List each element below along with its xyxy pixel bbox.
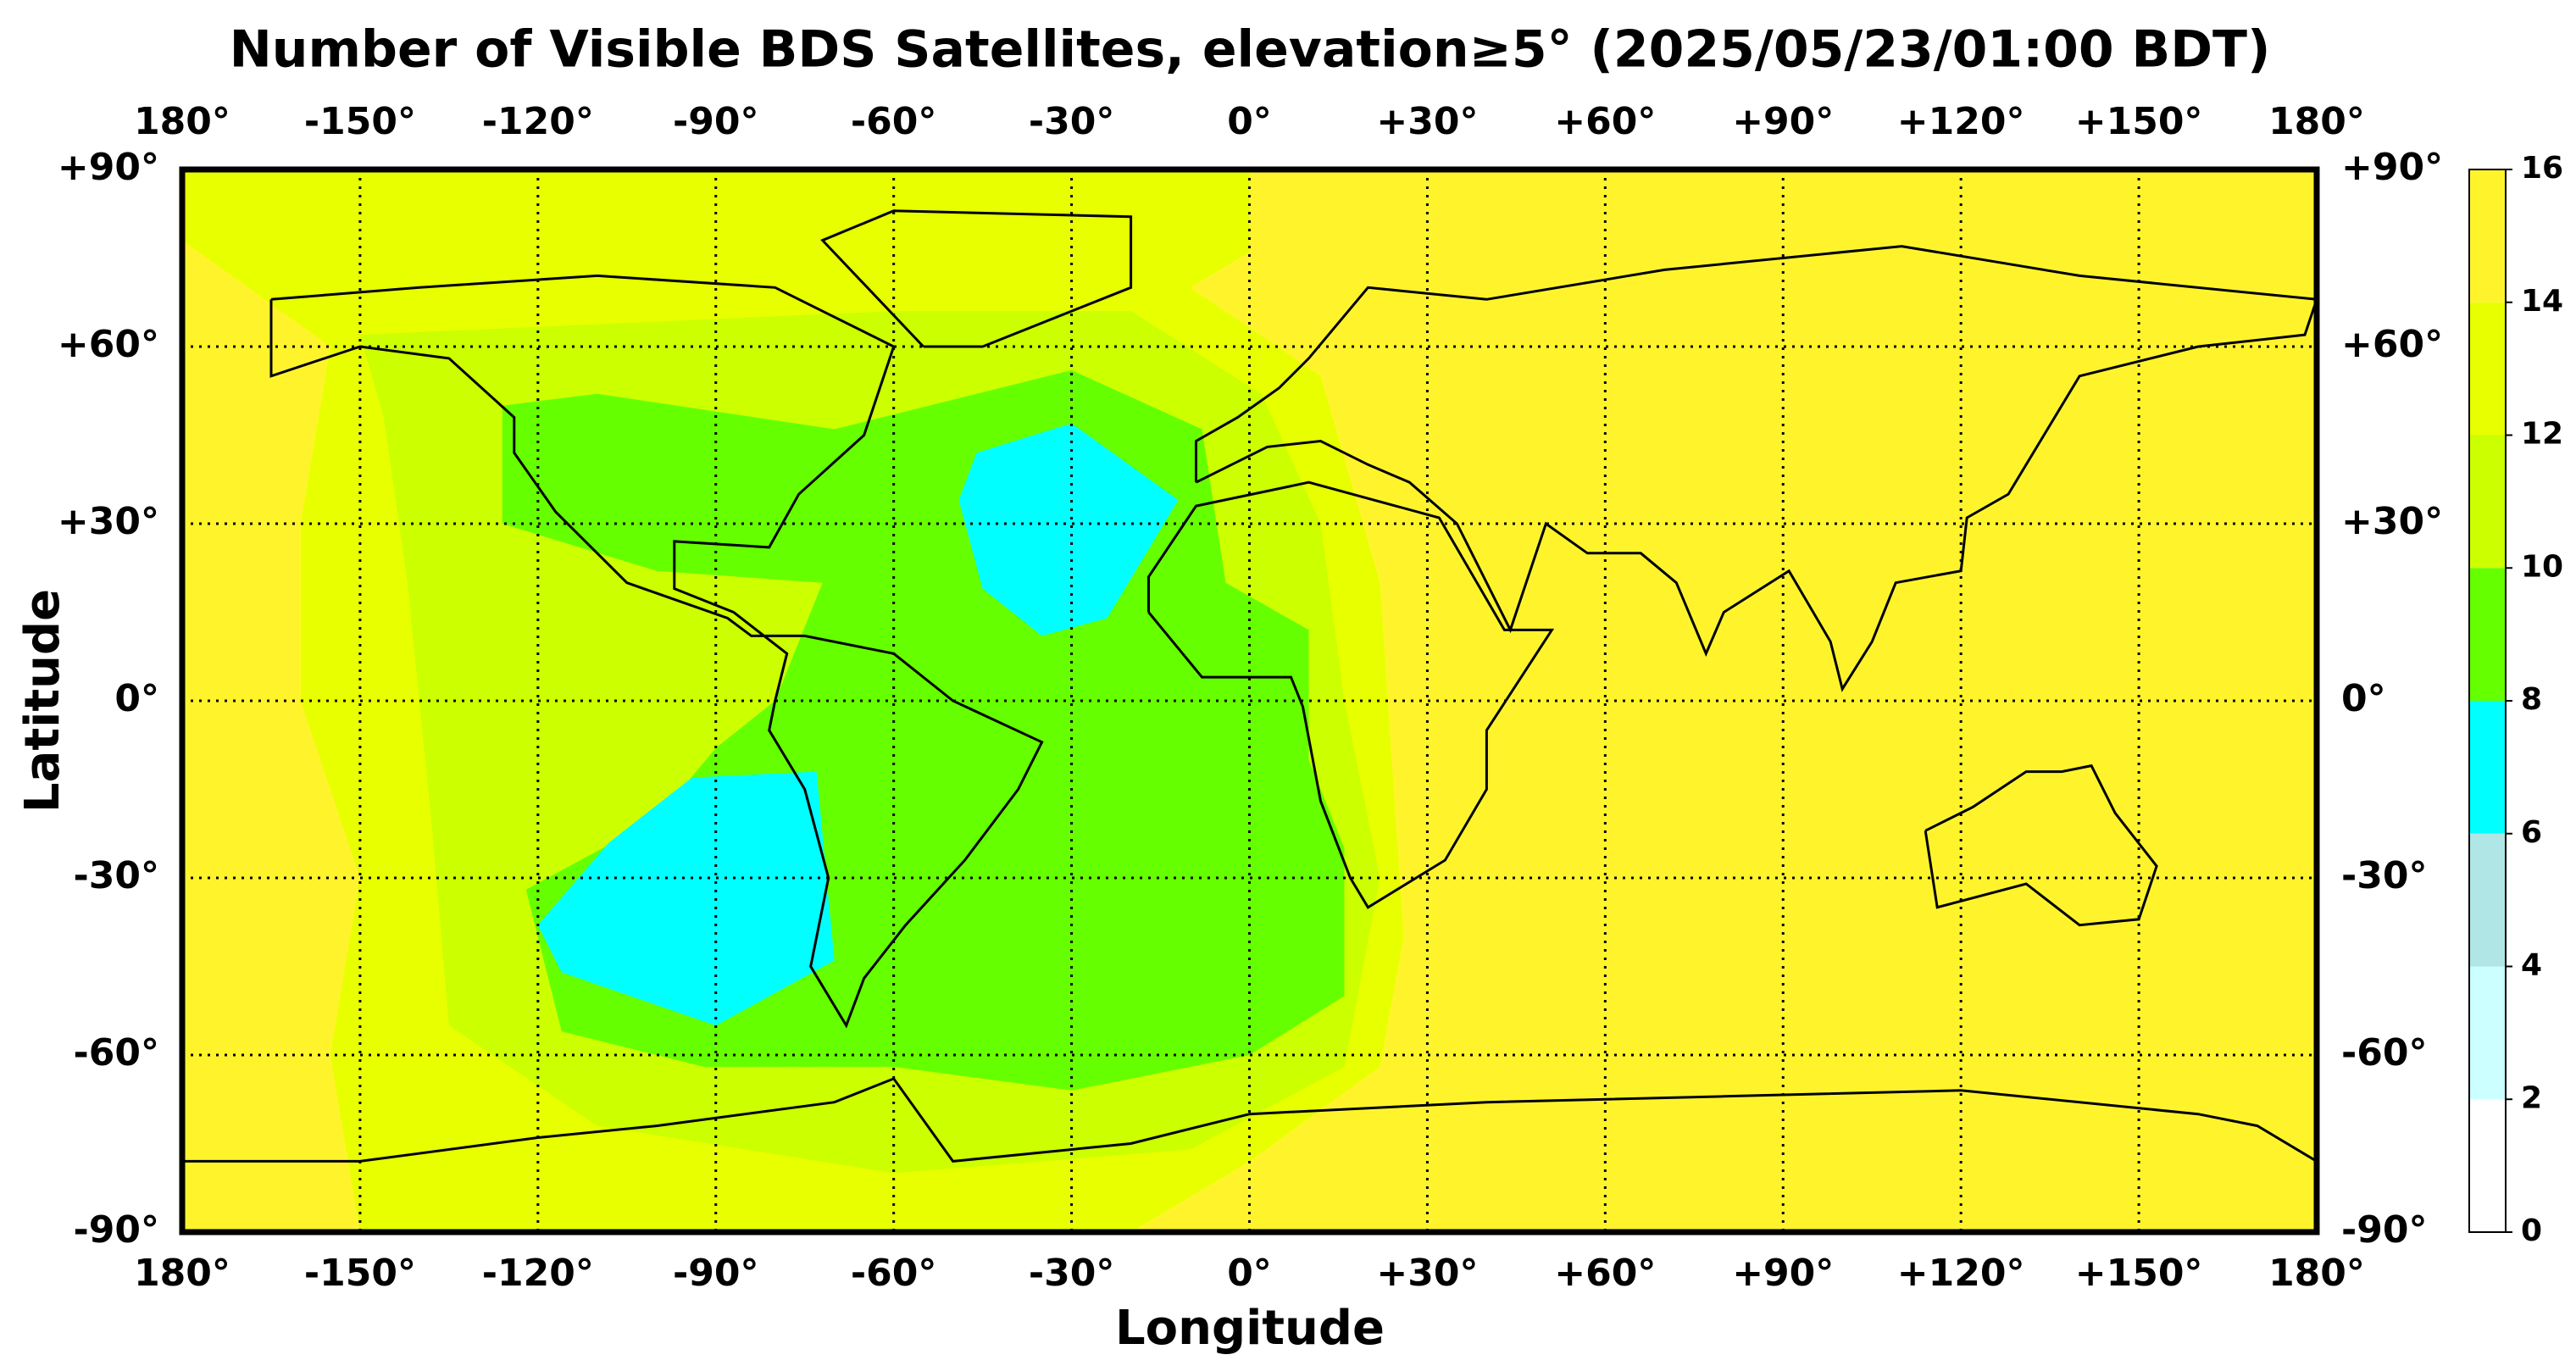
x-tick-label-bottom: -30°	[1029, 1252, 1115, 1295]
x-tick-label-top: +120°	[1897, 100, 2025, 143]
colorbar-bin	[2469, 1099, 2506, 1232]
y-tick-label-right: 0°	[2341, 677, 2386, 720]
y-tick-label-right: +30°	[2341, 500, 2443, 543]
y-tick-label-right: -60°	[2341, 1031, 2428, 1074]
x-tick-label-top: -30°	[1029, 100, 1115, 143]
coastline	[820, 209, 1133, 348]
y-tick-label-right: -90°	[2341, 1208, 2428, 1252]
colorbar-bin	[2469, 435, 2506, 569]
coastline	[1924, 764, 2158, 927]
y-tick-label-right: -30°	[2341, 854, 2428, 897]
colorbar-bin	[2469, 169, 2506, 303]
x-tick-label-top: -120°	[482, 100, 594, 143]
x-tick-label-top: -150°	[304, 100, 416, 143]
colorbar-bin	[2469, 302, 2506, 436]
x-tick-label-top: +150°	[2075, 100, 2203, 143]
colorbar-bin	[2469, 966, 2506, 1100]
x-tick-label-top: -90°	[673, 100, 759, 143]
colorbar-tick-label: 6	[2521, 815, 2542, 850]
colorbar-tick-label: 14	[2521, 284, 2563, 319]
colorbar-tick-label: 12	[2521, 417, 2563, 452]
coastline	[269, 274, 1044, 1029]
coastline	[1195, 245, 2317, 692]
x-tick-label-top: 180°	[2268, 100, 2365, 143]
x-tick-label-bottom: 180°	[2268, 1252, 2365, 1295]
x-tick-label-bottom: -150°	[304, 1252, 416, 1295]
y-tick-label-left: +60°	[58, 323, 159, 366]
colorbar-tick-label: 4	[2521, 948, 2542, 983]
y-tick-label-left: -30°	[74, 854, 160, 897]
colorbar-bin	[2469, 701, 2506, 834]
x-tick-label-bottom: +60°	[1554, 1252, 1656, 1295]
x-tick-label-bottom: 180°	[134, 1252, 230, 1295]
x-tick-label-top: -60°	[851, 100, 937, 143]
x-axis-label: Longitude	[1115, 1301, 1385, 1356]
x-tick-label-top: +30°	[1376, 100, 1478, 143]
y-tick-label-right: +60°	[2341, 323, 2443, 366]
x-tick-label-bottom: +150°	[2075, 1252, 2203, 1295]
x-tick-label-top: +60°	[1554, 100, 1656, 143]
y-tick-label-left: -60°	[74, 1031, 160, 1074]
x-tick-label-bottom: -60°	[851, 1252, 937, 1295]
y-tick-label-right: +90°	[2341, 146, 2443, 189]
title: Number of Visible BDS Satellites, elevat…	[230, 20, 2271, 80]
y-tick-label-left: +90°	[58, 146, 159, 189]
y-tick-label-left: -90°	[74, 1208, 160, 1252]
x-tick-label-top: 0°	[1227, 100, 1272, 143]
plot-frame	[179, 166, 2320, 1236]
x-tick-label-bottom: 0°	[1227, 1252, 1272, 1295]
coastline	[1147, 480, 1555, 909]
x-tick-label-bottom: +30°	[1376, 1252, 1478, 1295]
count-region	[537, 771, 835, 1026]
colorbar-tick-label: 2	[2521, 1080, 2542, 1115]
colorbar-tick-label: 8	[2521, 682, 2542, 717]
y-tick-label-left: 0°	[114, 677, 159, 720]
colorbar-bin	[2469, 568, 2506, 701]
x-tick-label-top: +90°	[1732, 100, 1834, 143]
y-axis-label: Latitude	[15, 589, 70, 813]
colorbar-tick-label: 0	[2521, 1213, 2542, 1248]
x-tick-label-top: 180°	[134, 100, 230, 143]
colorbar-tick-label: 16	[2521, 151, 2563, 186]
x-tick-label-bottom: +90°	[1732, 1252, 1834, 1295]
x-tick-label-bottom: -90°	[673, 1252, 759, 1295]
x-tick-label-bottom: -120°	[482, 1252, 594, 1295]
colorbar-bin	[2469, 833, 2506, 967]
x-tick-label-bottom: +120°	[1897, 1252, 2025, 1295]
colorbar-tick-label: 10	[2521, 549, 2563, 584]
count-region	[958, 423, 1179, 636]
coastline	[182, 1077, 2317, 1163]
y-tick-label-left: +30°	[58, 500, 159, 543]
